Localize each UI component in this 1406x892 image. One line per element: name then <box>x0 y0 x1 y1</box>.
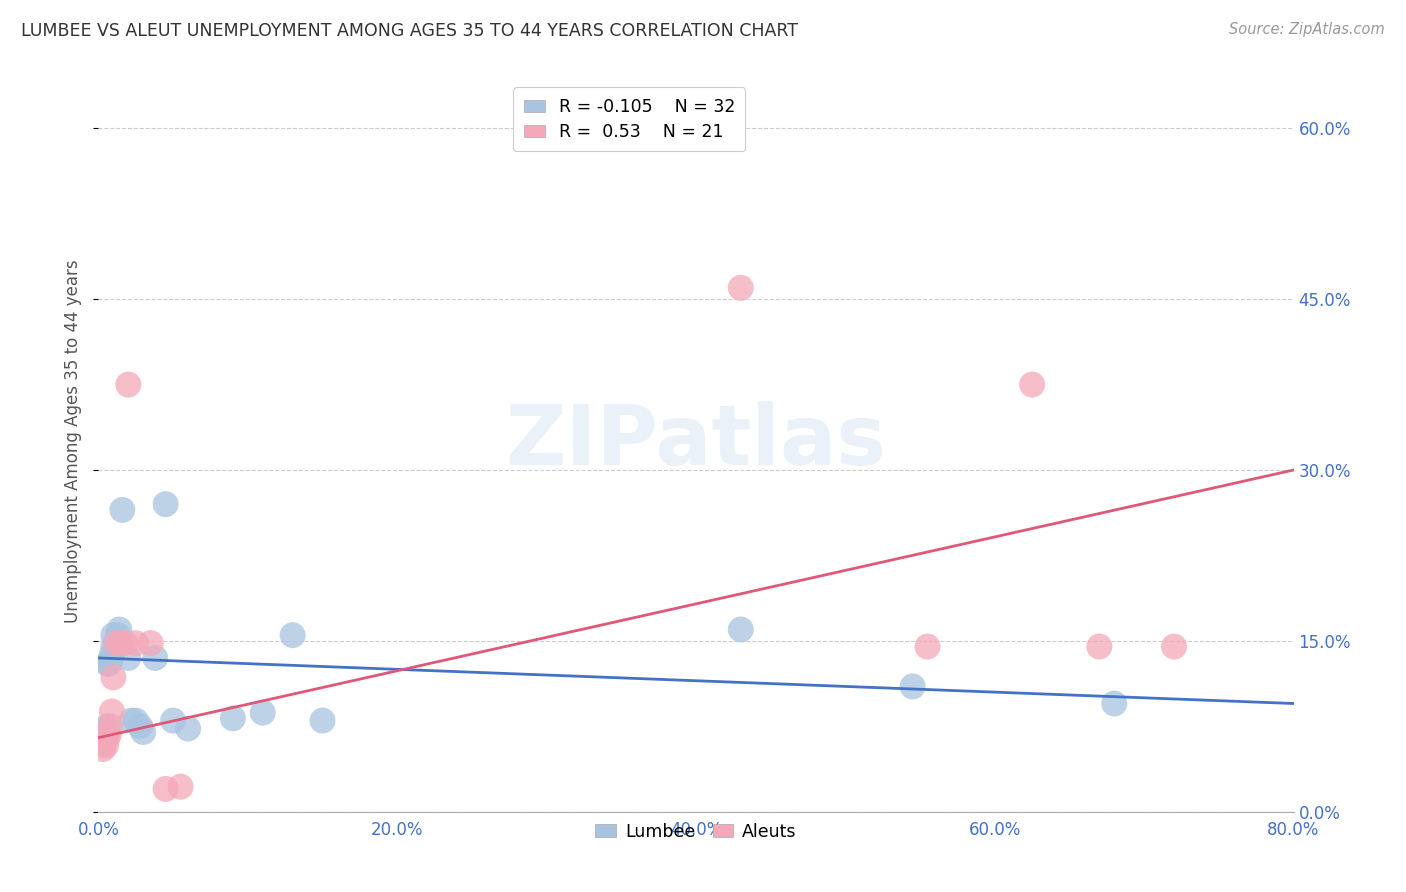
Legend: Lumbee, Aleuts: Lumbee, Aleuts <box>589 815 803 847</box>
Point <box>96 731 118 745</box>
Point <box>91 734 114 748</box>
Point <box>139 636 162 650</box>
Point <box>94 727 117 741</box>
Point <box>97 727 120 741</box>
Point <box>117 651 139 665</box>
Point <box>108 623 131 637</box>
Point <box>107 628 129 642</box>
Text: Source: ZipAtlas.com: Source: ZipAtlas.com <box>1229 22 1385 37</box>
Point <box>177 722 200 736</box>
Point <box>120 714 142 728</box>
Point <box>252 706 274 720</box>
Point <box>162 714 184 728</box>
Point <box>901 680 924 694</box>
Text: LUMBEE VS ALEUT UNEMPLOYMENT AMONG AGES 35 TO 44 YEARS CORRELATION CHART: LUMBEE VS ALEUT UNEMPLOYMENT AMONG AGES … <box>21 22 799 40</box>
Point <box>94 723 117 737</box>
Point <box>93 736 115 750</box>
Point <box>129 719 152 733</box>
Point <box>281 628 304 642</box>
Point <box>103 670 125 684</box>
Point <box>114 636 136 650</box>
Point <box>117 377 139 392</box>
Point <box>91 742 114 756</box>
Point <box>103 628 125 642</box>
Point <box>1163 640 1185 654</box>
Point <box>169 780 191 794</box>
Point <box>155 781 177 796</box>
Point <box>143 651 166 665</box>
Point <box>98 719 122 733</box>
Point <box>93 731 115 745</box>
Point <box>1088 640 1111 654</box>
Point <box>730 623 752 637</box>
Point <box>1104 697 1126 711</box>
Point <box>98 653 122 667</box>
Point <box>311 714 333 728</box>
Point <box>101 648 124 662</box>
Y-axis label: Unemployment Among Ages 35 to 44 years: Unemployment Among Ages 35 to 44 years <box>65 260 83 624</box>
Point <box>96 657 118 671</box>
Point <box>132 725 155 739</box>
Point <box>105 636 128 650</box>
Point <box>155 497 177 511</box>
Point <box>110 636 132 650</box>
Point <box>111 503 134 517</box>
Text: ZIPatlas: ZIPatlas <box>506 401 886 482</box>
Point <box>125 714 148 728</box>
Point <box>105 636 128 650</box>
Point <box>125 636 148 650</box>
Point <box>101 705 124 719</box>
Point <box>730 281 752 295</box>
Point <box>90 736 112 750</box>
Point <box>94 739 117 753</box>
Point <box>96 719 118 733</box>
Point <box>103 640 125 654</box>
Point <box>222 711 245 725</box>
Point <box>97 657 120 671</box>
Point <box>1021 377 1043 392</box>
Point <box>917 640 939 654</box>
